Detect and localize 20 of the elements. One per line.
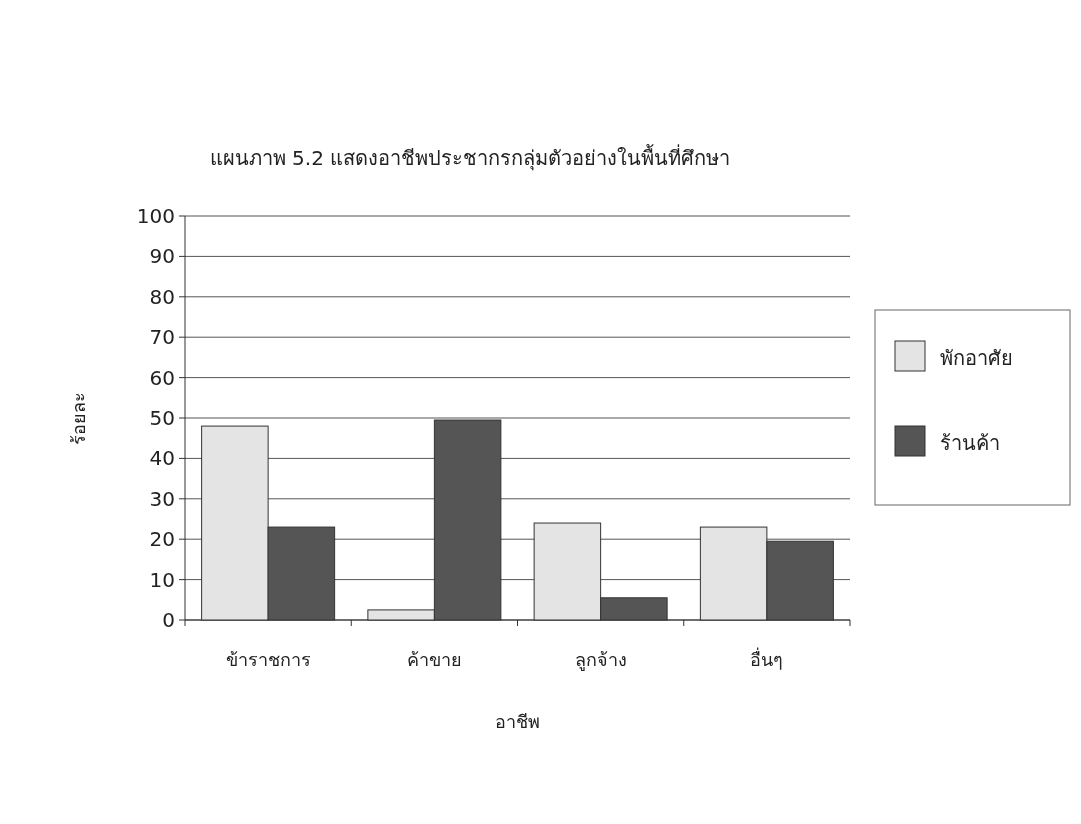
legend-label: พักอาศัย bbox=[940, 346, 1013, 370]
x-tick-label: ค้าขาย bbox=[406, 649, 462, 670]
y-tick-label: 70 bbox=[149, 325, 175, 350]
y-axis-title: ร้อยละ bbox=[68, 391, 89, 445]
y-tick-label: 50 bbox=[149, 406, 175, 430]
y-tick-label: 90 bbox=[149, 244, 175, 269]
x-tick-label: ลูกจ้าง bbox=[574, 649, 627, 671]
y-tick-label: 60 bbox=[149, 365, 175, 390]
chart-title: แผนภาพ 5.2 แสดงอาชีพประชากรกลุ่มตัวอย่างในพื้นที่ศึกษา bbox=[209, 144, 731, 171]
legend-label: ร้านค้า bbox=[940, 431, 1000, 455]
x-tick-label: อื่นๆ bbox=[750, 647, 784, 670]
y-tick-label: 80 bbox=[149, 284, 175, 309]
y-tick-label: 100 bbox=[136, 204, 175, 228]
y-tick-label: 0 bbox=[162, 608, 175, 632]
x-tick-label: ข้าราชการ bbox=[225, 649, 311, 670]
x-axis-title: อาชีพ bbox=[495, 711, 540, 732]
y-tick-label: 30 bbox=[149, 486, 175, 511]
y-tick-label: 20 bbox=[149, 527, 175, 552]
y-tick-label: 10 bbox=[149, 567, 175, 592]
y-tick-label: 40 bbox=[149, 446, 175, 471]
